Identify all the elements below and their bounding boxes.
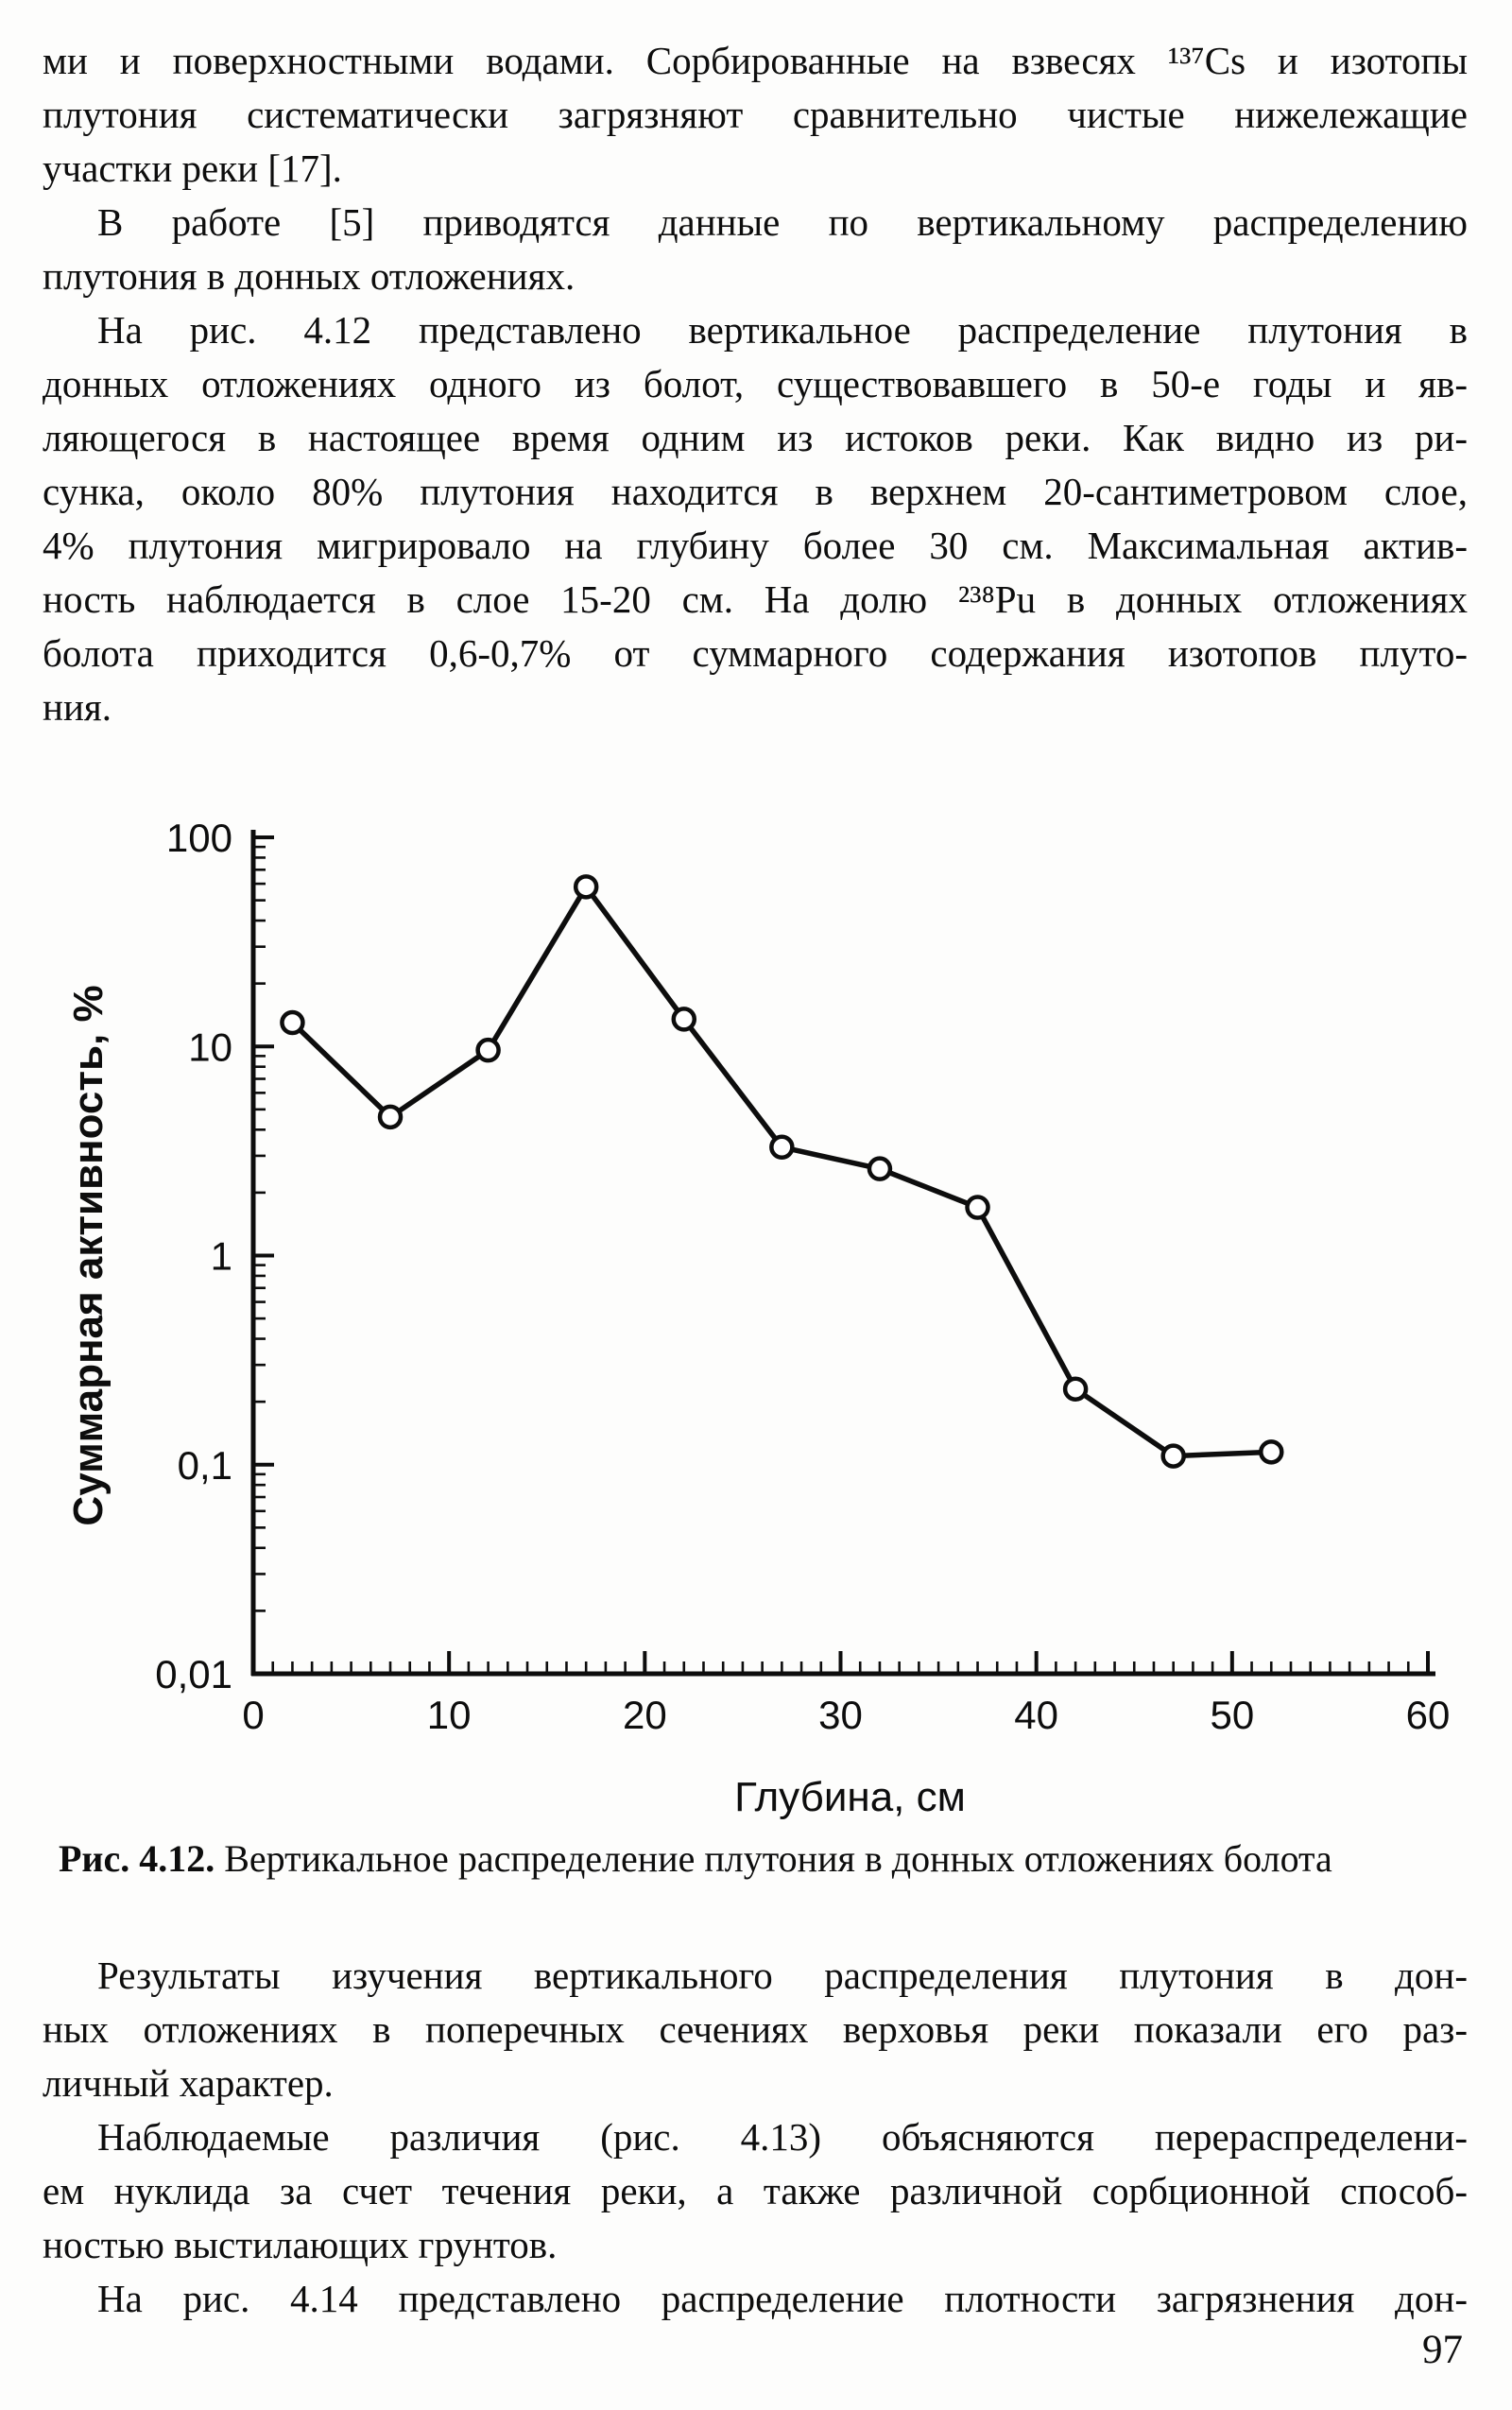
data-point-marker (671, 1007, 697, 1032)
paragraph: Результаты изучения вертикального распре… (43, 1949, 1468, 2110)
text-line: 4% плутония мигрировало на глубину более… (43, 524, 1468, 567)
data-point-marker (1160, 1443, 1186, 1469)
text-line: Результаты изучения вертикального распре… (97, 1954, 1468, 1997)
text-line: участки реки [17]. (43, 146, 342, 190)
y-axis-tick-label: 0,01 (155, 1652, 232, 1696)
text-line: ных отложениях в поперечных сечениях вер… (43, 2007, 1468, 2051)
paragraph: Наблюдаемые различия (рис. 4.13) объясня… (43, 2110, 1468, 2272)
y-axis-tick-label: 0,1 (178, 1443, 232, 1488)
x-axis-tick-label: 30 (818, 1693, 863, 1737)
data-point-marker (475, 1037, 501, 1063)
text-line: донных отложениях одного из болот, сущес… (43, 362, 1468, 405)
data-point-marker (1062, 1376, 1089, 1402)
x-axis-tick-label: 40 (1014, 1693, 1058, 1737)
x-axis-tick-label: 20 (623, 1693, 667, 1737)
text-line: ность наблюдается в слое 15-20 см. На до… (43, 577, 1468, 621)
paragraph: На рис. 4.12 представлено вертикальное р… (43, 303, 1468, 734)
x-axis-tick-label: 50 (1210, 1693, 1254, 1737)
text-line: ем нуклида за счет течения реки, а также… (43, 2169, 1468, 2212)
text-line: сунка, около 80% плутония находится в ве… (43, 470, 1468, 513)
paragraph: В работе [5] приводятся данные по вертик… (43, 196, 1468, 303)
paragraph: На рис. 4.14 представлено распределение … (43, 2272, 1468, 2326)
text-line: ностью выстилающих грунтов. (43, 2223, 558, 2266)
x-axis-label: Глубина, см (734, 1774, 966, 1820)
y-axis-tick-label: 1 (211, 1234, 232, 1279)
data-point-marker (965, 1195, 990, 1220)
text-line: ляющегося в настоящее время одним из ист… (43, 416, 1468, 459)
body-text-bottom: Результаты изучения вертикального распре… (43, 1949, 1468, 2326)
data-point-marker (377, 1104, 404, 1130)
x-axis-tick-label: 0 (242, 1693, 264, 1737)
figure-caption: Рис. 4.12. Вертикальное распределение пл… (59, 1835, 1467, 1883)
x-axis-tick-label: 60 (1406, 1693, 1451, 1737)
data-point-marker (769, 1134, 795, 1161)
text-line: болота приходится 0,6-0,7% от суммарного… (43, 631, 1468, 675)
y-axis-label: Суммарная активность, % (65, 985, 112, 1525)
text-line: В работе [5] приводятся данные по вертик… (97, 200, 1468, 244)
data-point-marker (573, 874, 599, 900)
paragraph: ми и поверхностными водами. Сорбированны… (43, 34, 1468, 196)
page-number: 97 (1422, 2328, 1463, 2372)
text-line: На рис. 4.12 представлено вертикальное р… (97, 308, 1468, 352)
figure-4-12: 0 10 20 30 40 50 60 100 10 1 0,1 0,01 Суммарная акти… (0, 794, 1512, 1833)
data-point-marker (1259, 1439, 1284, 1465)
text-line: На рис. 4.14 представлено распределение … (97, 2277, 1468, 2320)
data-line (289, 884, 1275, 1459)
text-line: ми и поверхностными водами. Сорбированны… (43, 39, 1468, 82)
figure-caption-text: Вертикальное распределение плутония в до… (215, 1837, 1332, 1880)
body-text-top: ми и поверхностными водами. Сорбированны… (43, 34, 1468, 734)
data-point-marker (280, 1009, 305, 1036)
figure-4-12-chart: 0 10 20 30 40 50 60 100 10 1 0,1 0,01 Суммарная акти… (65, 816, 1451, 1820)
figure-caption-label: Рис. 4.12. (59, 1837, 215, 1880)
data-point-marker (867, 1156, 893, 1181)
y-axis-tick-label: 100 (166, 816, 232, 860)
text-line: личный характер. (43, 2061, 334, 2105)
y-axis-tick-label: 10 (188, 1024, 232, 1069)
text-line: ния. (43, 685, 112, 729)
text-line: Наблюдаемые различия (рис. 4.13) объясня… (97, 2115, 1468, 2159)
text-line: плутония в донных отложениях. (43, 254, 576, 298)
text-line: плутония систематически загрязняют сравн… (43, 93, 1468, 136)
x-axis-tick-label: 10 (427, 1693, 472, 1737)
